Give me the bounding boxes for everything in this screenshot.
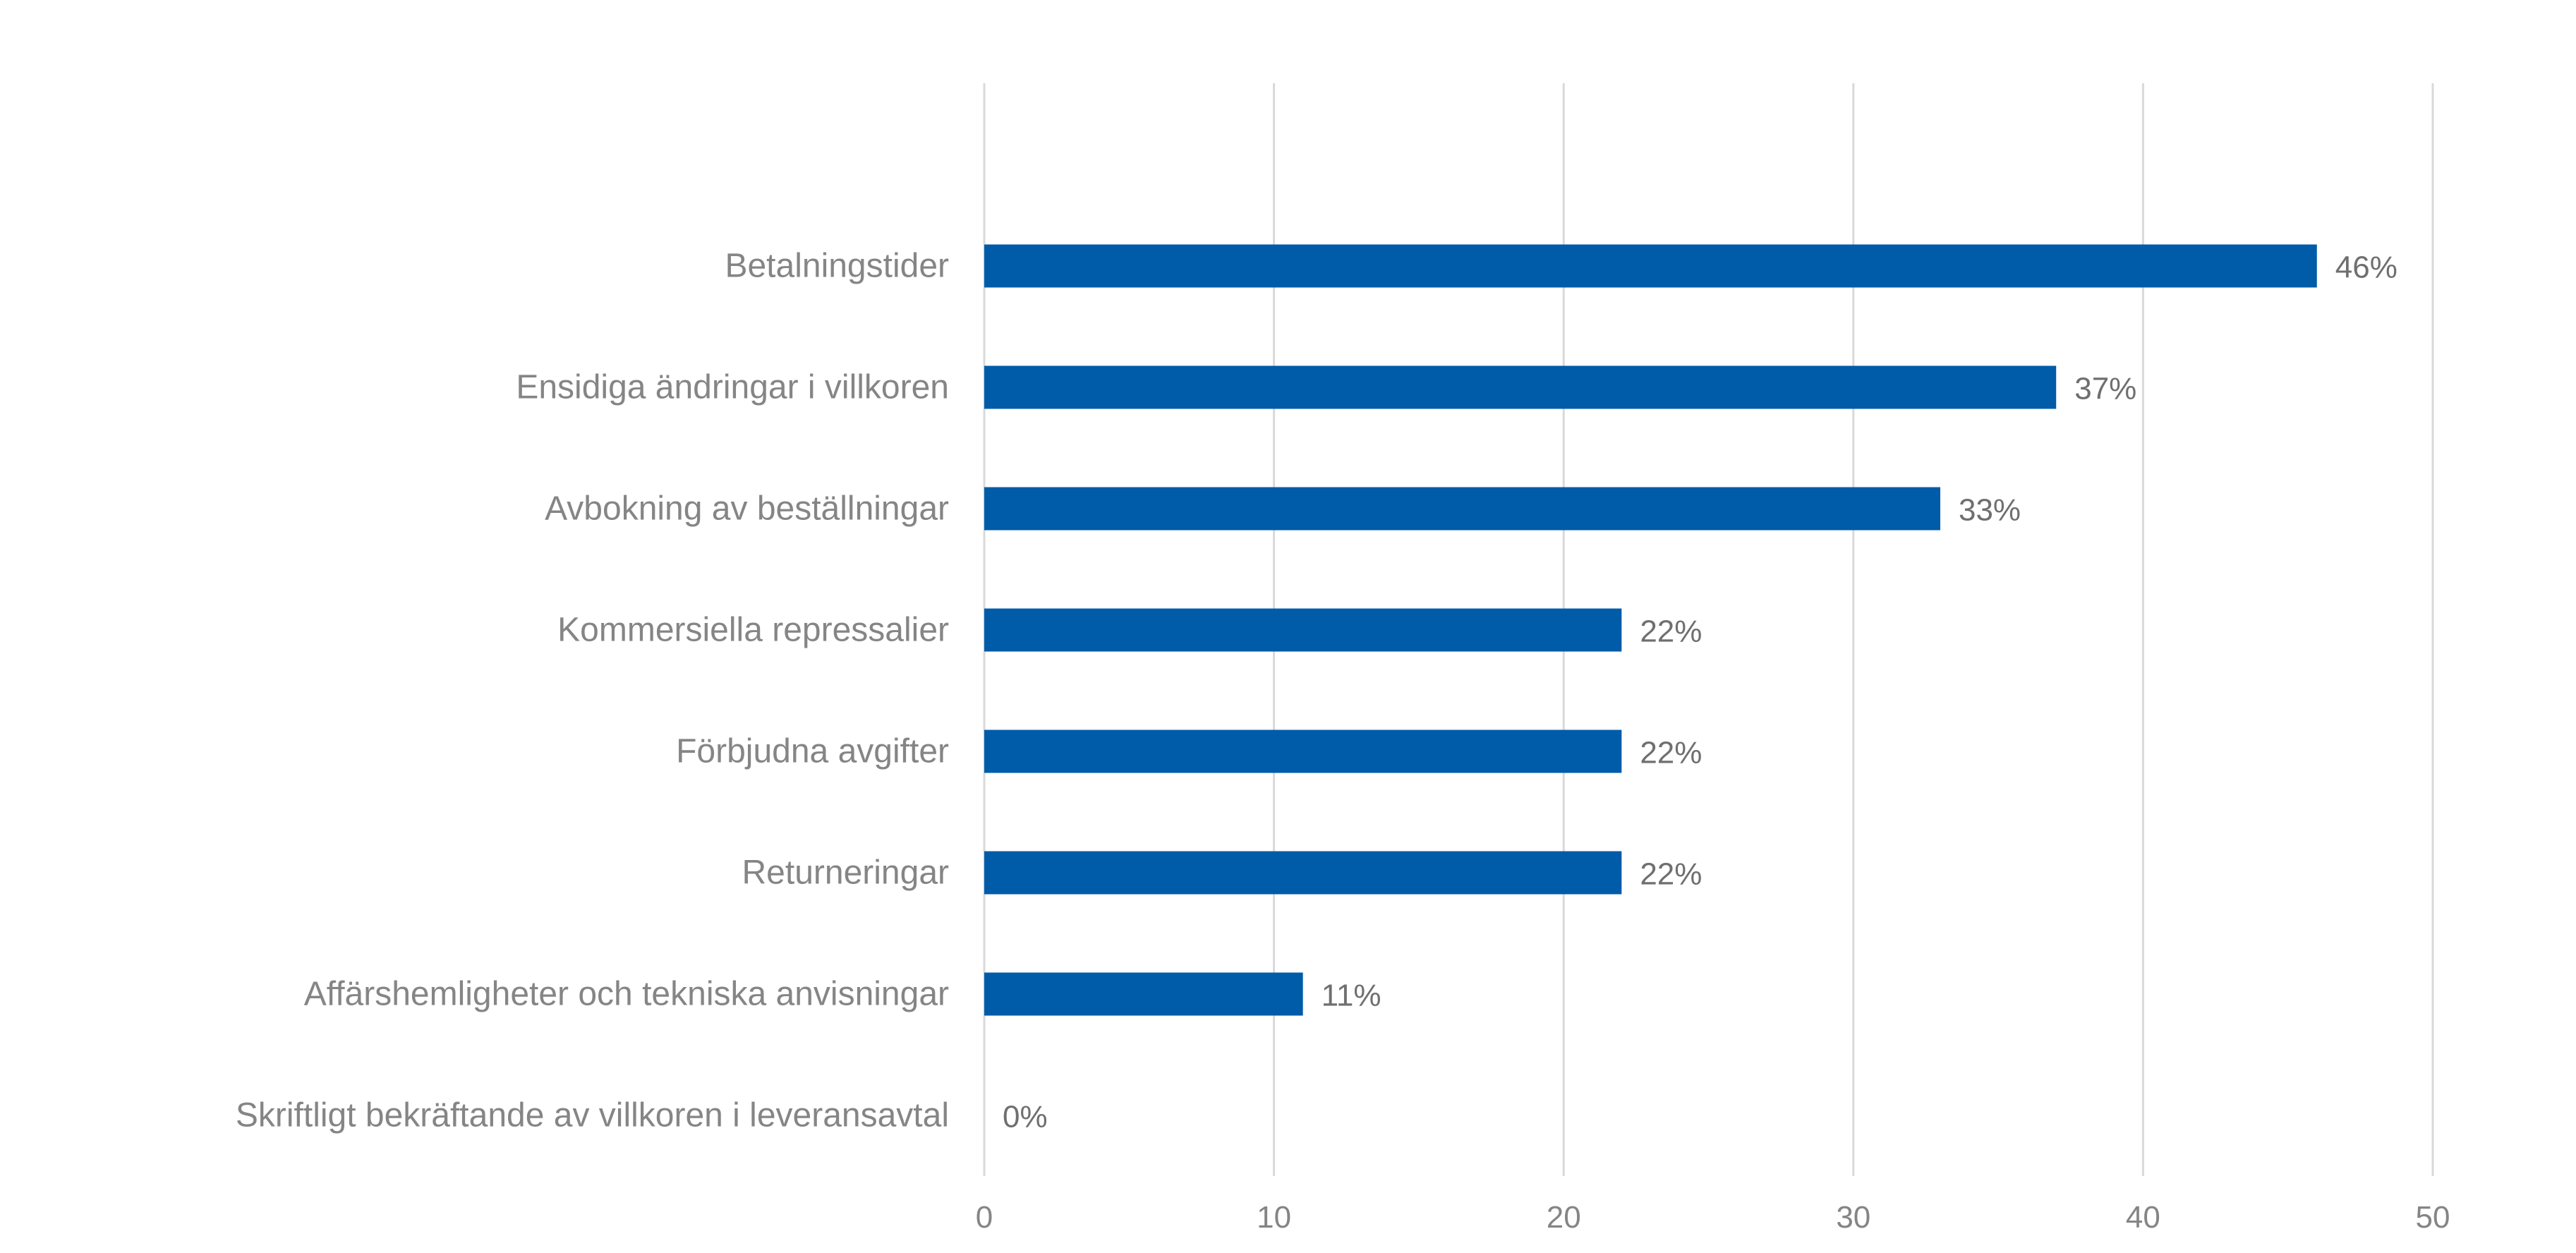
data-label: 22%: [1640, 857, 1702, 892]
x-tick-label: 20: [1547, 1200, 1581, 1235]
category-label: Ensidiga ändringar i villkoren: [516, 369, 949, 406]
category-label: Returneringar: [742, 854, 950, 892]
x-axis-tick-labels: 0 10 20 30 40 50: [976, 1200, 2450, 1235]
x-tick-label: 10: [1257, 1200, 1291, 1235]
category-labels: Betalningstider Ensidiga ändringar i vill…: [236, 248, 949, 1134]
category-label: Skriftligt bekräftande av villkoren i le…: [236, 1097, 949, 1134]
x-tick-label: 0: [976, 1200, 993, 1235]
category-label: Förbjudna avgifter: [676, 733, 949, 770]
bar: [984, 608, 1622, 652]
bar: [984, 972, 1303, 1016]
category-label: Avbokning av beställningar: [545, 490, 949, 528]
bars: [984, 244, 2317, 1016]
category-label: Affärshemligheter och tekniska anvisning…: [304, 976, 949, 1013]
bar: [984, 487, 1940, 531]
data-label: 0%: [1003, 1100, 1048, 1134]
x-tick-label: 50: [2416, 1200, 2450, 1235]
data-label: 46%: [2335, 250, 2397, 285]
data-label: 37%: [2074, 372, 2136, 406]
data-label: 11%: [1322, 979, 1381, 1013]
x-tick-label: 30: [1836, 1200, 1870, 1235]
bar: [984, 244, 2317, 288]
bar: [984, 730, 1622, 773]
bar: [984, 365, 2057, 409]
category-label: Betalningstider: [725, 248, 949, 285]
data-label: 33%: [1959, 493, 2021, 528]
data-label: 22%: [1640, 736, 1702, 770]
x-tick-label: 40: [2126, 1200, 2160, 1235]
data-labels: 46% 37% 33% 22% 22% 22% 11% 0%: [1003, 250, 2397, 1134]
data-label: 22%: [1640, 615, 1702, 649]
category-label: Kommersiella repressalier: [557, 612, 949, 649]
bar: [984, 851, 1622, 895]
